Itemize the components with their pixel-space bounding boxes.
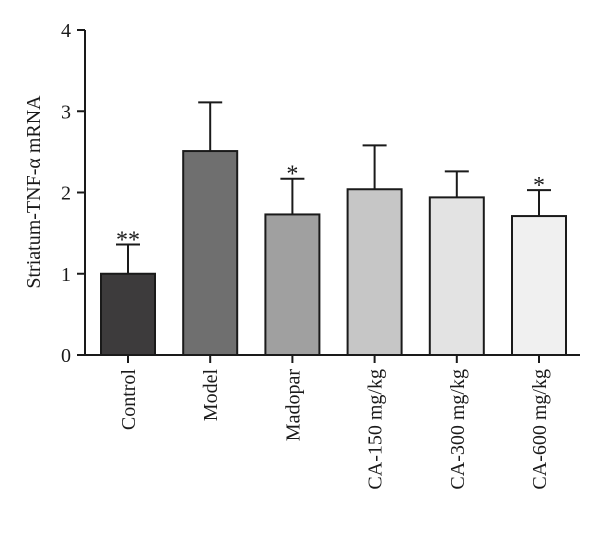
bar (511, 215, 567, 356)
plot-area: *** * (100, 101, 567, 356)
x-tick-label: CA-300 mg/kg (447, 369, 469, 490)
bar (428, 196, 485, 356)
bar (100, 272, 156, 356)
bar (264, 213, 321, 356)
x-axis: Control Model Madopar CA-150 mg/kg CA-300 mg… (85, 354, 580, 490)
x-tick-label: CA-600 mg/kg (529, 369, 551, 490)
y-tick-label: 4 (61, 20, 71, 42)
significance-marker: * (286, 162, 298, 188)
y-axis: 0 1 2 3 4 (61, 20, 86, 367)
significance-marker: * (533, 173, 545, 199)
y-axis-label: Striatum-TNF-α mRNA (23, 95, 45, 289)
y-tick-label: 3 (61, 101, 71, 123)
x-tick-label: Model (200, 369, 222, 422)
significance-marker: ** (116, 228, 140, 254)
x-tick-label: Madopar (282, 369, 304, 442)
x-tick-label: Control (118, 369, 140, 431)
y-tick-label: 0 (61, 345, 71, 367)
bar (182, 150, 239, 356)
y-tick-label: 1 (61, 264, 71, 286)
x-tick-label: CA-150 mg/kg (365, 369, 387, 490)
bar (346, 188, 403, 356)
y-tick-label: 2 (61, 183, 71, 205)
